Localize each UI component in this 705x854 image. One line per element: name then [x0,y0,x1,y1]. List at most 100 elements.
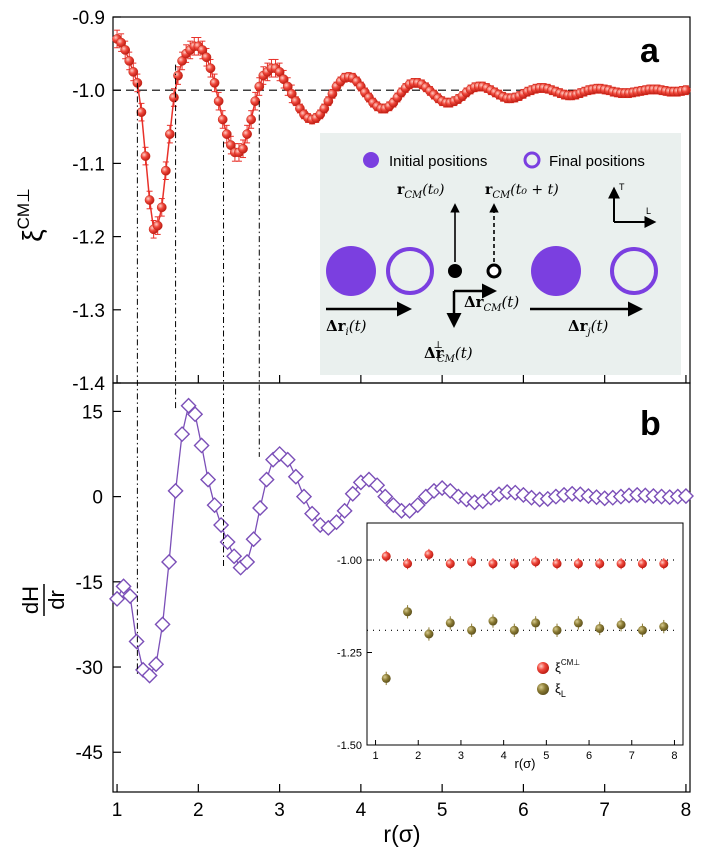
drcm-perp-label: Δ𝐫⊥ CM(t) [424,340,473,365]
inset-x-tick-label: 8 [671,750,677,762]
inset-x-tick-label: 6 [586,750,592,762]
data-point [141,667,158,684]
data-point [336,502,353,519]
inset-data-point [509,559,519,569]
data-point [279,451,296,468]
x-tick-label: 3 [274,800,285,821]
dri-label: Δ𝐫i(t) [326,317,367,338]
inset-data-point [381,551,391,561]
x-tick-label: 4 [356,800,367,821]
inset-data-point [531,618,541,628]
data-point [217,114,228,125]
data-point [109,590,126,607]
particle-j-final [610,247,658,295]
data-point [254,81,265,92]
x-axis-label: r(σ) [383,821,420,847]
inset-data-point [488,616,498,626]
inset-data-point [552,559,562,569]
inset-data-point [467,557,477,567]
data-point [295,488,313,505]
inset-y-tick-label: -1.00 [337,555,362,567]
x-axis-ticks: 1 2 3 4 5 6 7 8 [112,784,691,821]
inset-data-point [403,559,413,569]
data-point [225,140,236,150]
y-axis-label-num: dH [18,586,43,614]
xi-cm-perp-series [112,29,691,239]
data-point [201,52,212,63]
data-point [140,151,151,161]
inset-x-tick-label: 4 [501,750,507,762]
y-tick-label: 15 [82,402,103,423]
inset-data-point [552,625,562,635]
inset-x-tick-label: 5 [543,750,549,762]
data-point [205,63,216,74]
data-point [213,96,224,107]
inset-legend-red-label: ξCM⊥ [555,658,580,675]
x-tick-label: 6 [518,800,529,821]
y-tick-label: -0.9 [72,8,105,29]
panel-b-label: b [640,405,661,443]
inset-data-point [488,559,498,569]
inset-data-point [445,559,455,569]
inset-x-tick-label: 7 [629,750,635,762]
data-point [238,143,248,154]
inset-data-point [595,623,605,633]
data-point [165,129,175,139]
y-axis-ticks: -0.9 -1.0 -1.1 -1.2 -1.3 -1.4 [72,8,687,395]
data-point [116,37,126,48]
inset-y-tick-label: -1.25 [337,648,362,660]
x-tick-label: 7 [599,800,610,821]
inset-x-tick-label: 2 [415,750,421,762]
inset-data-point [424,549,434,559]
data-point [128,67,139,77]
inset-data-point [381,673,391,683]
data-point [197,45,208,55]
data-point [115,578,132,595]
data-point [124,56,135,66]
drcm-label: Δ𝐫CM(t) [464,293,519,314]
data-point [148,656,165,673]
drj-label: Δ𝐫j(t) [568,317,609,338]
data-point [344,485,361,502]
data-point [287,468,304,485]
inset-data-point [595,559,605,569]
panel-a-label: a [640,32,660,70]
data-point [327,89,338,99]
y-tick-label: -30 [76,658,103,679]
y-axis-label: dH dr [18,584,69,616]
inset-x-axis-label: r(σ) [514,756,535,771]
data-point [154,616,171,633]
inset-data-point [616,559,626,569]
inset-data-point [659,559,669,569]
data-point [323,96,334,107]
y-tick-label: 0 [92,488,103,509]
y-axis-label-sup: CM⊥ [14,188,33,229]
data-point [128,633,145,650]
data-point [246,114,257,125]
data-point [258,471,275,488]
data-point [274,67,285,77]
legend-final-marker [523,151,541,169]
x-tick-label: 8 [681,800,692,821]
panel-b-frame [112,382,691,793]
data-point [291,96,301,107]
cm-final-marker [486,263,502,279]
data-point [681,85,691,96]
data-point [167,482,184,499]
inset-data-point [467,625,477,635]
data-point [409,497,426,514]
particle-j-initial [531,246,581,296]
y-axis-label-symbol: ξ [17,229,48,242]
data-point [209,78,220,88]
data-point [278,74,289,85]
inset-data-point [659,622,669,632]
inset-data-point [403,607,413,617]
data-point [200,471,217,488]
data-point [213,516,230,534]
inset-legend-olive-label: ξL [555,681,566,699]
y-tick-label: -45 [76,743,103,764]
data-point [304,505,321,522]
data-point [144,195,155,205]
